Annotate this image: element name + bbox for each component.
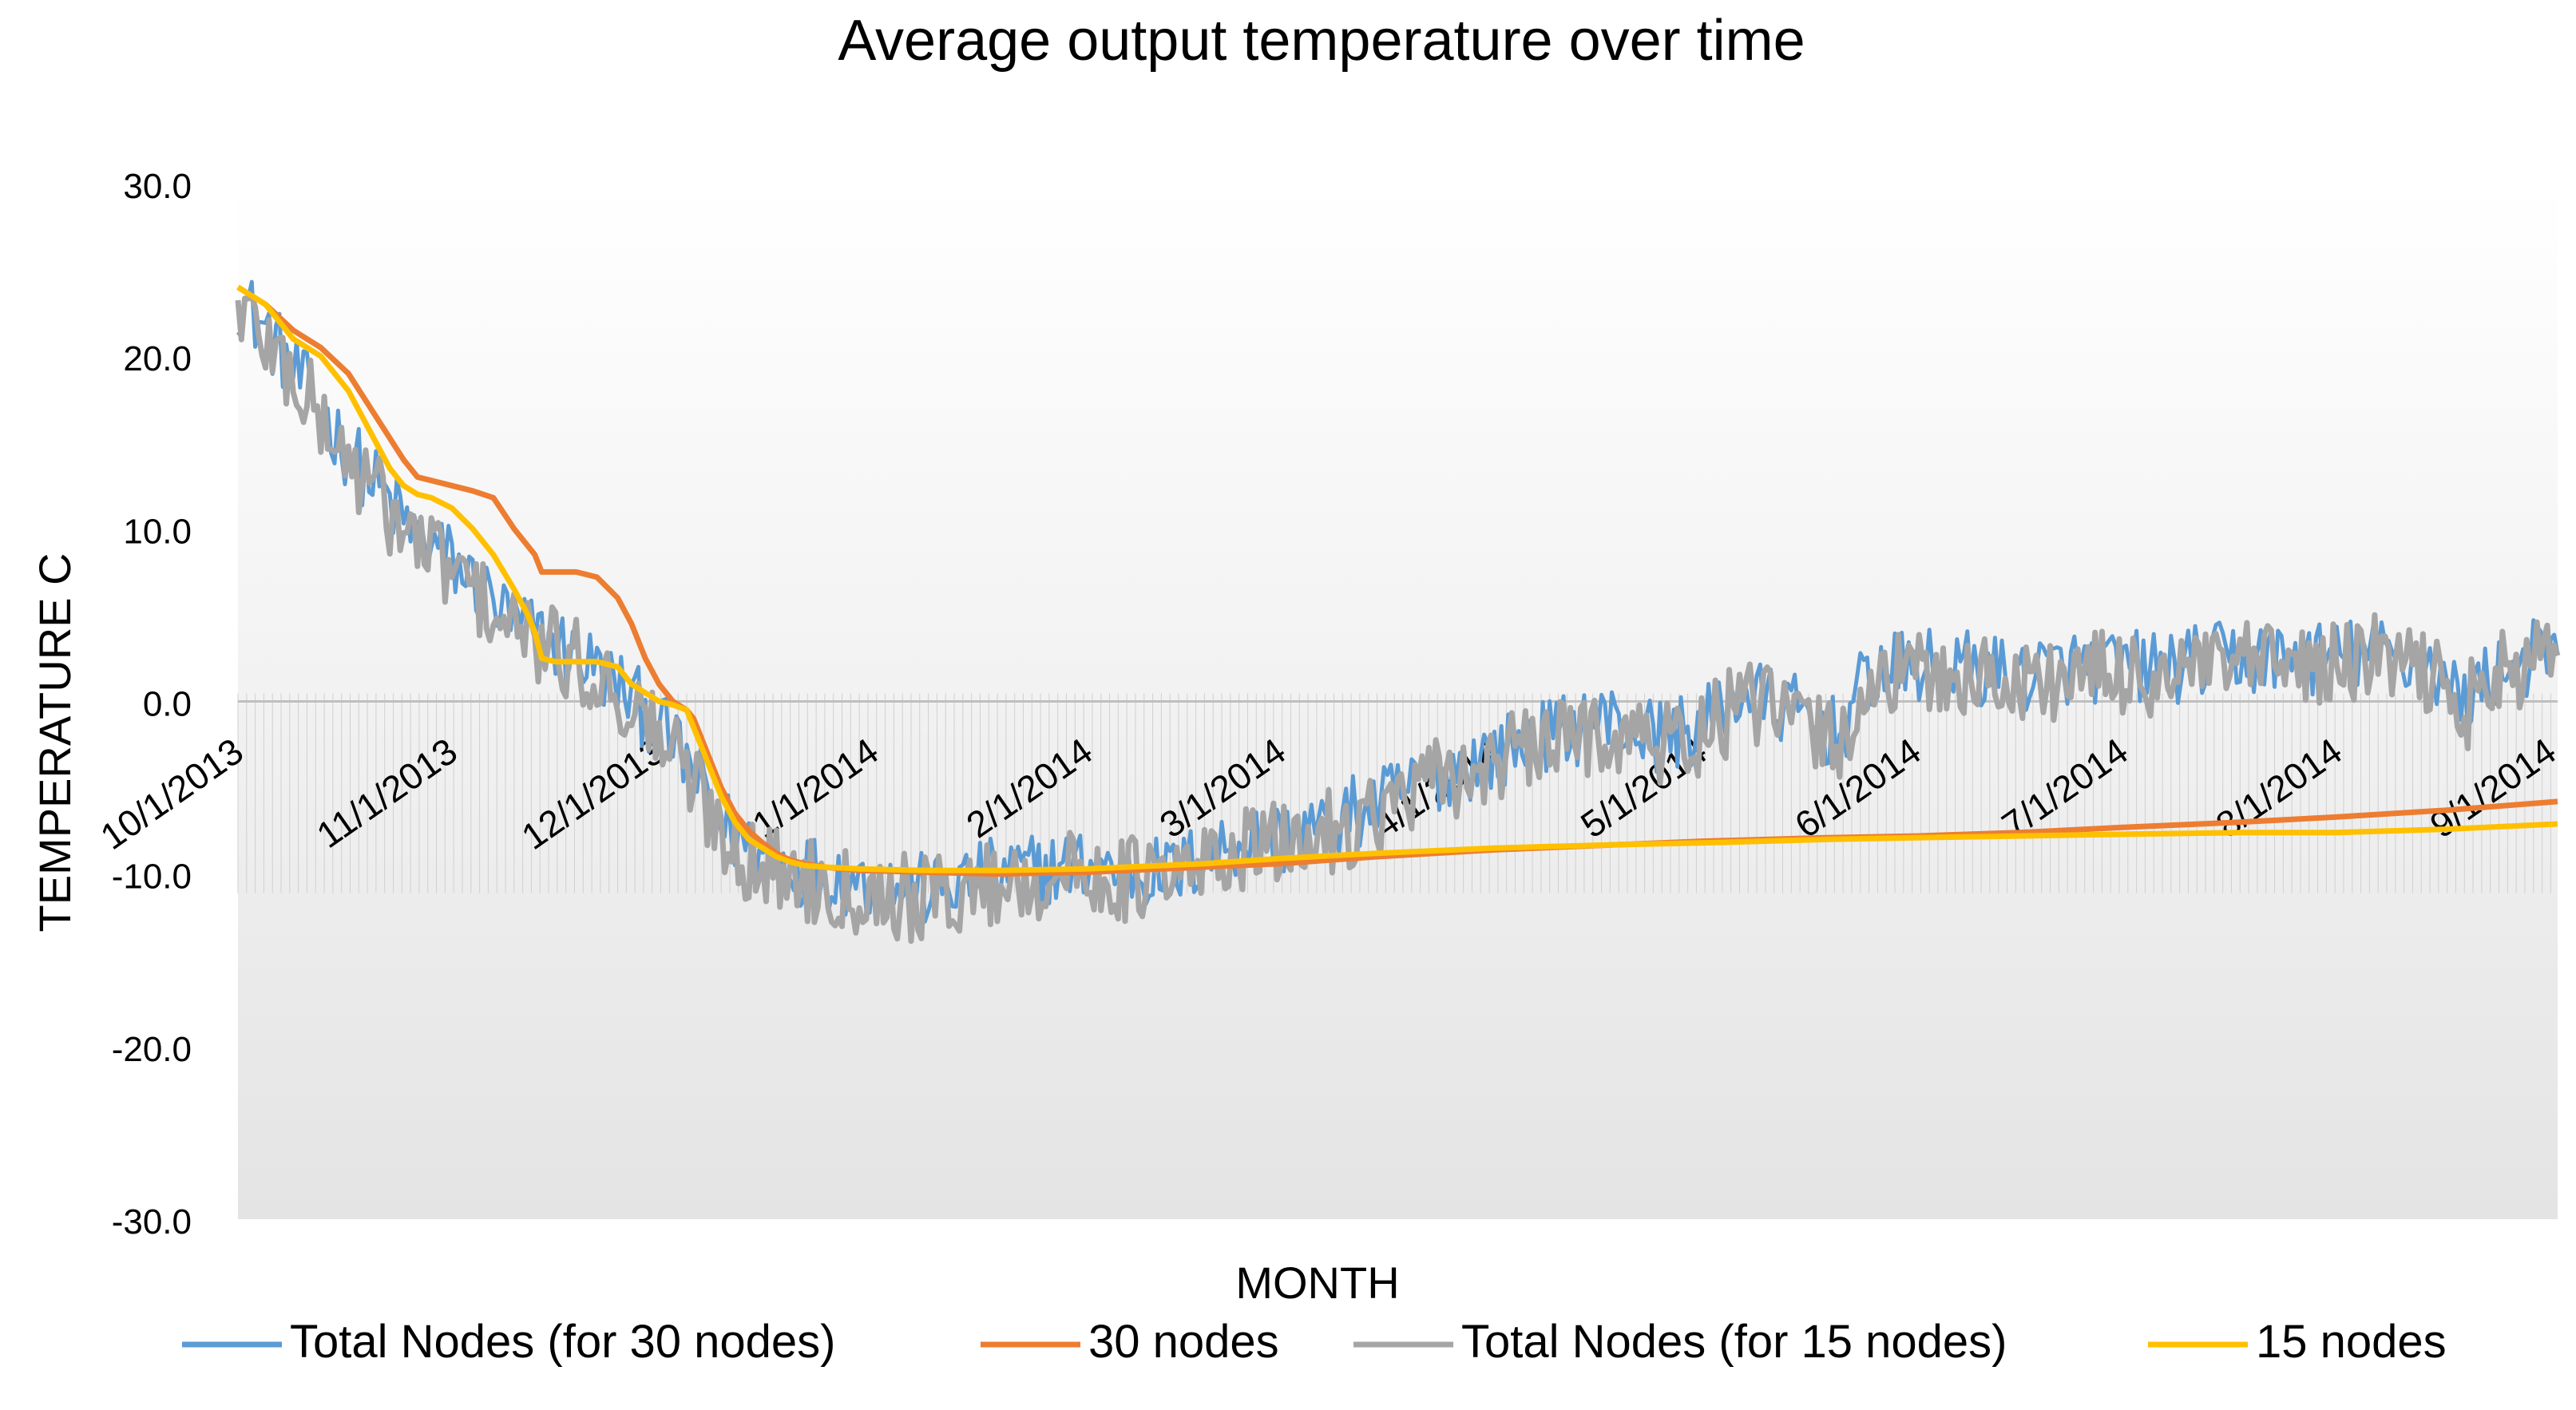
- x-tick-label: 10/1/2013: [93, 730, 250, 857]
- series-line: [235, 294, 2561, 945]
- y-tick-label: 20.0: [123, 339, 192, 378]
- legend-label: Total Nodes (for 15 nodes): [1461, 1316, 2007, 1368]
- y-tick-label: 10.0: [123, 512, 192, 551]
- y-tick-label: -10.0: [112, 857, 192, 897]
- y-axis-label: TEMPERATURE C: [30, 553, 80, 933]
- legend-label: 15 nodes: [2256, 1316, 2447, 1368]
- chart-legend: Total Nodes (for 30 nodes) 30 nodes Total …: [182, 1316, 2447, 1368]
- y-tick-label: -20.0: [112, 1030, 192, 1069]
- y-tick-label: 30.0: [123, 167, 192, 206]
- y-tick-label: 0.0: [143, 685, 192, 724]
- chart-title: Average output temperature over time: [838, 9, 1805, 73]
- series-layer: [235, 279, 2561, 945]
- legend-label: Total Nodes (for 30 nodes): [290, 1316, 835, 1368]
- y-axis-tick-labels: 30.0 20.0 10.0 0.0 -10.0 -20.0 -30.0: [112, 167, 192, 1242]
- x-axis-label: MONTH: [1235, 1258, 1399, 1308]
- series-line: [236, 279, 2560, 924]
- legend-label: 30 nodes: [1088, 1316, 1279, 1368]
- vertical-gridlines: [237, 693, 2551, 893]
- series-line: [236, 284, 2558, 873]
- y-tick-label: -30.0: [112, 1202, 192, 1242]
